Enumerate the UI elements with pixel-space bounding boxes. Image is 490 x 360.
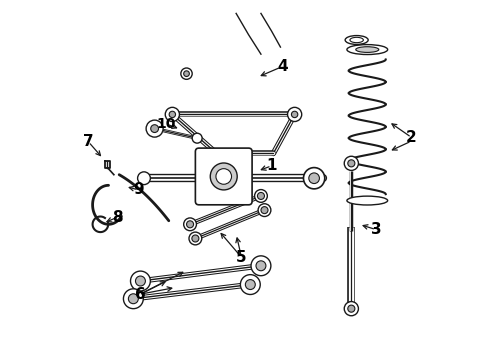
Ellipse shape xyxy=(347,196,388,205)
Text: 3: 3 xyxy=(371,222,381,237)
Circle shape xyxy=(292,111,298,118)
Circle shape xyxy=(288,107,302,122)
Circle shape xyxy=(344,156,358,170)
Text: 9: 9 xyxy=(133,183,144,197)
Circle shape xyxy=(128,294,138,304)
Circle shape xyxy=(189,232,202,245)
Ellipse shape xyxy=(345,36,368,44)
Circle shape xyxy=(258,204,271,216)
Text: 1: 1 xyxy=(267,158,277,173)
Circle shape xyxy=(255,190,268,202)
Text: 10: 10 xyxy=(157,117,176,131)
Text: 4: 4 xyxy=(277,59,288,74)
Circle shape xyxy=(192,133,202,143)
Circle shape xyxy=(261,207,268,213)
Circle shape xyxy=(151,125,159,132)
Circle shape xyxy=(146,120,163,137)
Circle shape xyxy=(210,163,237,190)
Circle shape xyxy=(216,168,232,184)
Circle shape xyxy=(181,68,192,79)
Circle shape xyxy=(241,275,260,294)
Circle shape xyxy=(184,218,196,231)
Text: 7: 7 xyxy=(83,134,94,149)
Circle shape xyxy=(187,221,194,228)
Circle shape xyxy=(123,289,143,309)
Circle shape xyxy=(165,107,179,122)
Text: 6: 6 xyxy=(135,287,146,302)
Circle shape xyxy=(184,71,189,77)
Circle shape xyxy=(348,305,355,312)
Circle shape xyxy=(303,168,325,189)
Circle shape xyxy=(256,261,266,271)
Ellipse shape xyxy=(347,45,388,54)
Circle shape xyxy=(138,172,150,185)
Ellipse shape xyxy=(356,47,379,53)
Polygon shape xyxy=(172,114,294,153)
Text: 8: 8 xyxy=(112,210,122,225)
Circle shape xyxy=(309,173,319,184)
FancyBboxPatch shape xyxy=(196,148,252,205)
Circle shape xyxy=(245,280,255,289)
Circle shape xyxy=(344,302,358,316)
Circle shape xyxy=(251,256,271,276)
Text: 2: 2 xyxy=(406,130,417,145)
Circle shape xyxy=(135,276,146,286)
Text: 5: 5 xyxy=(236,250,247,265)
Circle shape xyxy=(348,160,355,167)
Circle shape xyxy=(257,193,265,199)
Circle shape xyxy=(192,235,199,242)
Circle shape xyxy=(169,111,175,118)
Circle shape xyxy=(130,271,150,291)
